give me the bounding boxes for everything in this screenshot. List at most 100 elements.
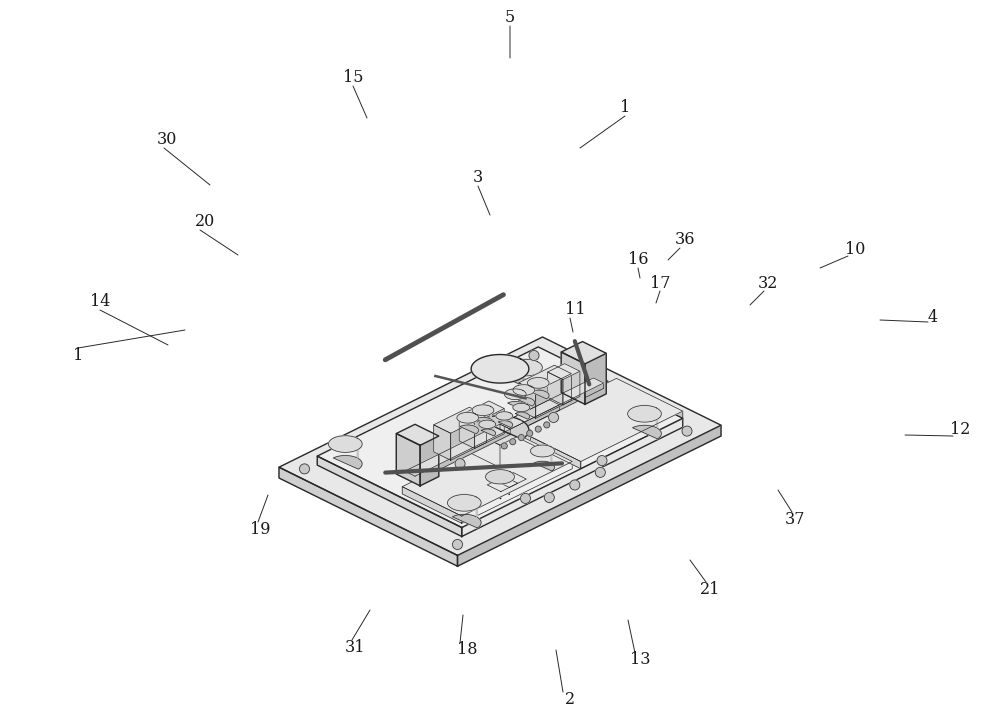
Polygon shape — [479, 455, 521, 476]
Polygon shape — [581, 411, 683, 469]
Text: 12: 12 — [950, 422, 970, 438]
Polygon shape — [548, 364, 580, 380]
Polygon shape — [459, 415, 475, 448]
Polygon shape — [514, 429, 581, 469]
Text: 30: 30 — [157, 132, 177, 149]
Polygon shape — [402, 487, 462, 523]
Polygon shape — [628, 405, 661, 422]
Polygon shape — [500, 424, 510, 435]
Text: 17: 17 — [650, 275, 670, 292]
Circle shape — [570, 480, 580, 490]
Text: 36: 36 — [675, 232, 695, 249]
Text: 21: 21 — [700, 581, 720, 598]
Polygon shape — [496, 480, 509, 495]
Polygon shape — [561, 342, 606, 364]
Circle shape — [529, 350, 539, 360]
Circle shape — [452, 540, 462, 550]
Polygon shape — [279, 337, 721, 556]
Polygon shape — [509, 479, 526, 495]
Polygon shape — [490, 470, 514, 490]
Polygon shape — [513, 385, 535, 395]
Circle shape — [682, 426, 692, 436]
Polygon shape — [530, 445, 555, 457]
Text: 37: 37 — [785, 511, 805, 528]
Polygon shape — [420, 436, 439, 485]
Polygon shape — [462, 461, 572, 523]
Polygon shape — [514, 359, 542, 393]
Polygon shape — [485, 450, 515, 465]
Polygon shape — [563, 371, 580, 405]
Polygon shape — [486, 470, 514, 484]
Polygon shape — [447, 495, 481, 511]
Text: 3: 3 — [473, 169, 483, 187]
Polygon shape — [509, 359, 542, 376]
Text: 18: 18 — [457, 641, 477, 659]
Text: 14: 14 — [90, 293, 110, 310]
Polygon shape — [475, 405, 494, 426]
Text: 31: 31 — [345, 639, 365, 656]
Polygon shape — [514, 378, 683, 461]
Polygon shape — [317, 347, 683, 528]
Polygon shape — [471, 355, 529, 383]
Polygon shape — [487, 476, 518, 492]
Polygon shape — [469, 415, 531, 445]
Polygon shape — [548, 372, 563, 405]
Circle shape — [300, 464, 310, 474]
Polygon shape — [475, 408, 504, 448]
Polygon shape — [498, 456, 515, 473]
Polygon shape — [405, 400, 560, 476]
Polygon shape — [496, 412, 513, 420]
Polygon shape — [515, 403, 530, 419]
Polygon shape — [561, 352, 585, 404]
Polygon shape — [434, 425, 451, 460]
Text: 5: 5 — [505, 9, 515, 26]
Polygon shape — [504, 389, 526, 400]
Polygon shape — [585, 353, 606, 404]
Polygon shape — [402, 432, 572, 516]
Polygon shape — [405, 471, 415, 482]
Polygon shape — [498, 412, 513, 428]
Polygon shape — [501, 483, 518, 499]
Polygon shape — [328, 435, 362, 453]
Text: 1: 1 — [620, 99, 630, 117]
Circle shape — [510, 439, 516, 445]
Text: 15: 15 — [343, 69, 363, 87]
Polygon shape — [534, 445, 555, 471]
Polygon shape — [480, 355, 529, 439]
Text: 11: 11 — [565, 302, 585, 318]
Circle shape — [520, 493, 530, 503]
Text: 20: 20 — [195, 214, 215, 230]
Polygon shape — [500, 378, 604, 429]
Circle shape — [527, 430, 533, 436]
Text: 32: 32 — [758, 275, 778, 292]
Text: 10: 10 — [845, 242, 865, 259]
Polygon shape — [415, 405, 560, 482]
Polygon shape — [487, 485, 501, 499]
Polygon shape — [407, 430, 431, 443]
Polygon shape — [510, 383, 604, 435]
Polygon shape — [333, 435, 362, 469]
Text: 1: 1 — [73, 347, 83, 363]
Polygon shape — [500, 430, 531, 468]
Polygon shape — [508, 389, 526, 410]
Polygon shape — [519, 383, 536, 418]
Text: 2: 2 — [565, 691, 575, 709]
Polygon shape — [496, 464, 521, 490]
Polygon shape — [411, 430, 431, 456]
Polygon shape — [496, 473, 526, 488]
Polygon shape — [513, 403, 530, 412]
Polygon shape — [396, 424, 439, 445]
Polygon shape — [460, 413, 479, 434]
Polygon shape — [469, 430, 500, 468]
Polygon shape — [472, 405, 494, 415]
Text: 19: 19 — [250, 521, 270, 538]
Polygon shape — [527, 378, 549, 388]
Circle shape — [455, 458, 465, 468]
Polygon shape — [396, 433, 420, 485]
Polygon shape — [519, 365, 571, 391]
Polygon shape — [462, 418, 683, 536]
Circle shape — [544, 493, 554, 503]
Polygon shape — [457, 413, 479, 423]
Polygon shape — [434, 408, 486, 433]
Polygon shape — [531, 378, 549, 399]
